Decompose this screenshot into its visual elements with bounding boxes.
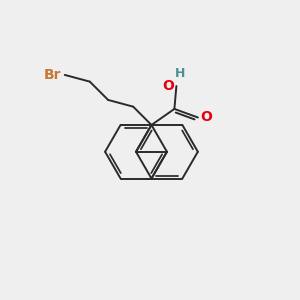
Text: O: O: [162, 79, 174, 93]
Text: Br: Br: [44, 68, 61, 82]
Text: H: H: [175, 67, 185, 80]
Text: O: O: [200, 110, 212, 124]
